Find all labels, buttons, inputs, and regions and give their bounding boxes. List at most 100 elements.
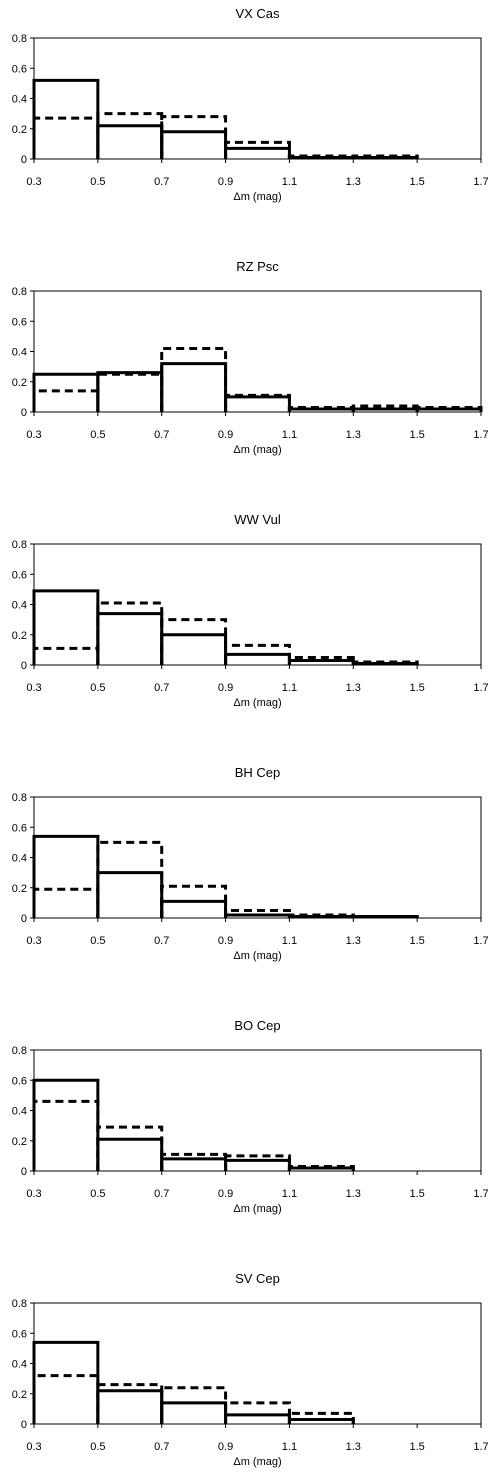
y-tick-label: 0.2 — [12, 1389, 27, 1401]
histogram-bar-solid — [32, 372, 100, 412]
histogram-bar-solid — [415, 407, 483, 412]
histogram-bar-dashed — [160, 618, 228, 665]
histogram-bar-dashed — [160, 1386, 228, 1424]
x-tick-label: 1.7 — [473, 176, 488, 188]
x-tick-label: 1.1 — [282, 935, 297, 947]
x-tick-label: 0.7 — [154, 429, 169, 441]
y-tick-label: 0.2 — [12, 124, 27, 136]
x-tick-label: 1.7 — [473, 935, 488, 947]
y-tick-label: 0.4 — [12, 853, 27, 865]
y-tick-label: 0.2 — [12, 377, 27, 389]
chart-panel: RZ Psc 0 0.2 0.4 0.6 0.8 0.3 0.5 0.7 0.9 1.1 1.3 1.5… — [12, 259, 489, 456]
chart-panel: VX Cas 0 0.2 0.4 0.6 0.8 0.3 0.5 0.7 0.9 1.1 1.3 1.5… — [12, 6, 489, 203]
x-tick-label: 0.3 — [26, 1441, 41, 1453]
histogram-bar-solid — [287, 155, 355, 159]
chart-title: WW Vul — [234, 512, 281, 527]
y-tick-label: 0.8 — [12, 539, 27, 551]
histogram-bar-solid — [287, 914, 355, 918]
x-tick-label: 0.3 — [26, 682, 41, 694]
histogram-bar-dashed — [32, 1374, 100, 1424]
plot-frame — [33, 37, 482, 160]
x-tick-label: 1.1 — [282, 1441, 297, 1453]
histogram-bar-dashed — [160, 1152, 228, 1171]
x-tick-label: 0.9 — [218, 1188, 233, 1200]
y-tick-label: 0.6 — [12, 63, 27, 75]
histogram-bar-solid — [224, 652, 291, 665]
x-tick-label: 0.9 — [218, 935, 233, 947]
histogram-bar-dashed — [160, 346, 228, 412]
y-tick-label: 0 — [21, 660, 27, 672]
histogram-bar-solid — [160, 362, 228, 412]
y-tick-label: 0 — [21, 913, 27, 925]
y-tick-label: 0.6 — [12, 316, 27, 328]
histogram-bar-solid — [96, 871, 164, 918]
x-tick-label: 1.3 — [346, 1188, 361, 1200]
x-tick-label: 1.3 — [346, 429, 361, 441]
chart-panel: WW Vul 0 0.2 0.4 0.6 0.8 0.3 0.5 0.7 0.9 1.1 1.3 1.5… — [12, 512, 489, 709]
plot-frame — [33, 1302, 482, 1425]
histogram-bar-solid — [351, 155, 419, 159]
histogram-bar-solid — [32, 1078, 100, 1171]
histogram-bar-solid — [32, 589, 100, 665]
histogram-bar-solid — [160, 899, 228, 918]
x-tick-label: 1.3 — [346, 682, 361, 694]
y-tick-label: 0 — [21, 407, 27, 419]
x-axis-title: Δm (mag) — [233, 950, 281, 962]
histogram-bar-dashed — [160, 115, 228, 159]
y-tick-label: 0.6 — [12, 822, 27, 834]
histogram-bar-solid — [224, 395, 291, 412]
histogram-bar-dashed — [32, 646, 100, 665]
y-tick-label: 0.4 — [12, 600, 27, 612]
histogram-bar-solid — [224, 1158, 291, 1171]
x-tick-label: 0.5 — [90, 1441, 105, 1453]
histogram-bar-solid — [287, 658, 355, 665]
chart-title: BO Cep — [234, 1018, 280, 1033]
plot-frame — [33, 543, 482, 666]
plot-frame — [33, 1049, 482, 1172]
histogram-bar-dashed — [224, 140, 291, 159]
x-tick-label: 0.9 — [218, 176, 233, 188]
x-tick-label: 1.7 — [473, 1441, 488, 1453]
x-axis-title: Δm (mag) — [233, 697, 281, 709]
x-tick-label: 1.5 — [409, 1441, 424, 1453]
y-tick-label: 0.4 — [12, 347, 27, 359]
histogram-bar-solid — [351, 914, 419, 918]
x-tick-label: 0.9 — [218, 1441, 233, 1453]
histogram-bar-dashed — [96, 1125, 164, 1171]
histogram-bar-dashed — [32, 389, 100, 412]
x-tick-label: 0.7 — [154, 1188, 169, 1200]
y-tick-label: 0.4 — [12, 1359, 27, 1371]
histogram-bar-solid — [287, 1166, 355, 1171]
x-tick-label: 0.7 — [154, 935, 169, 947]
histogram-bar-dashed — [224, 1154, 291, 1171]
histogram-bar-dashed — [32, 116, 100, 159]
x-tick-label: 0.7 — [154, 1441, 169, 1453]
x-tick-label: 1.3 — [346, 176, 361, 188]
histogram-bar-solid — [160, 130, 228, 159]
histogram-bar-solid — [32, 834, 100, 918]
x-tick-label: 0.9 — [218, 682, 233, 694]
x-tick-label: 0.3 — [26, 935, 41, 947]
y-tick-label: 0.8 — [12, 33, 27, 45]
histogram-bar-solid — [96, 124, 164, 159]
y-tick-label: 0.8 — [12, 792, 27, 804]
x-tick-label: 1.1 — [282, 682, 297, 694]
histogram-bar-solid — [96, 1137, 164, 1171]
histogram-bar-solid — [160, 1401, 228, 1424]
histogram-bar-solid — [96, 371, 164, 412]
y-tick-label: 0.8 — [12, 286, 27, 298]
y-tick-label: 0.6 — [12, 569, 27, 581]
x-tick-label: 0.5 — [90, 429, 105, 441]
histogram-bar-dashed — [96, 372, 164, 412]
x-tick-label: 1.5 — [409, 1188, 424, 1200]
chart-panel: BO Cep 0 0.2 0.4 0.6 0.8 0.3 0.5 0.7 0.9 1.1 1.3 1.5… — [12, 1018, 489, 1215]
histogram-bar-solid — [32, 78, 100, 159]
y-tick-label: 0.8 — [12, 1045, 27, 1057]
chart-title: SV Cep — [235, 1271, 280, 1286]
histogram-bar-dashed — [96, 112, 164, 159]
x-tick-label: 0.7 — [154, 176, 169, 188]
y-tick-label: 0.6 — [12, 1075, 27, 1087]
x-tick-label: 1.1 — [282, 429, 297, 441]
histogram-bar-dashed — [32, 1099, 100, 1171]
y-tick-label: 0.2 — [12, 630, 27, 642]
